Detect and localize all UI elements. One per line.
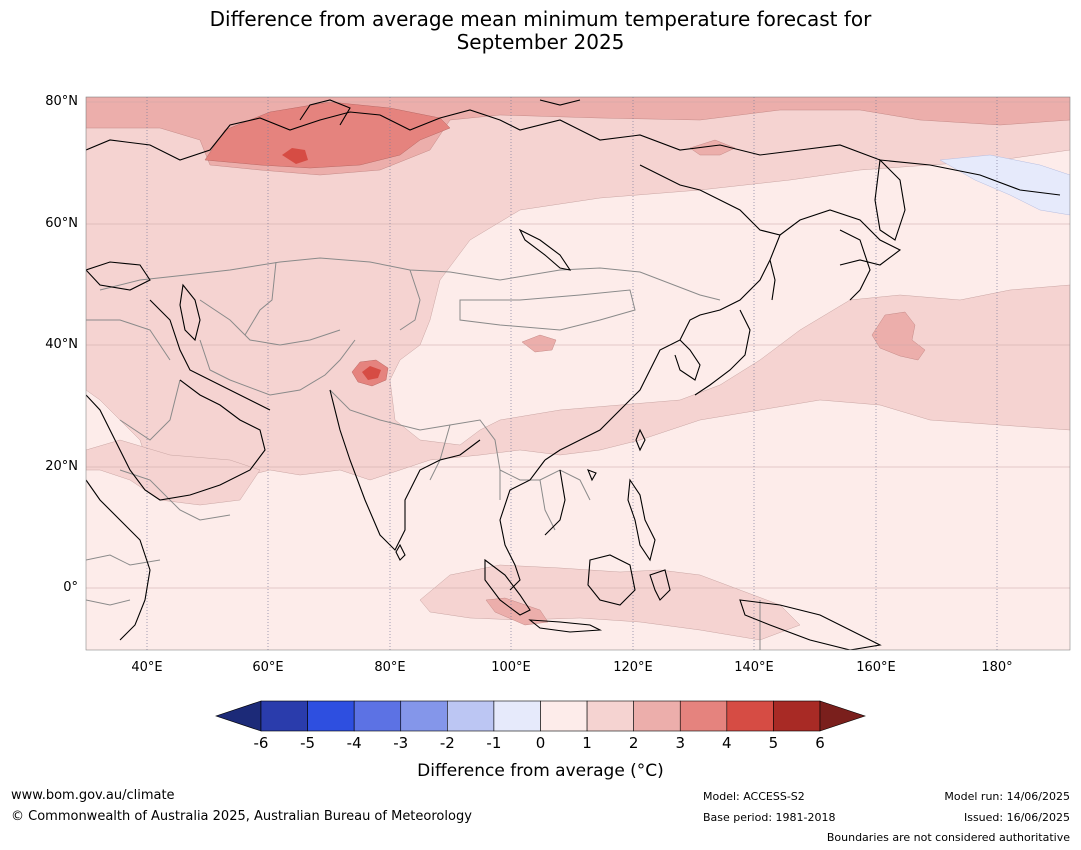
map-title: Difference from average mean minimum tem… — [0, 8, 1081, 54]
colorbar-tick-label: -2 — [439, 734, 455, 752]
colorbar-tick-label: 1 — [582, 734, 592, 752]
footer-issued: Issued: 16/06/2025 — [963, 811, 1070, 824]
anomaly-region-1-2-arabia — [86, 439, 261, 506]
colorbar-box — [773, 700, 821, 732]
colorbar-tick-label: 6 — [815, 734, 825, 752]
lat-label-80n: 80°N — [45, 94, 78, 109]
colorbar-tick-label: -1 — [486, 734, 502, 752]
colorbar-box — [447, 700, 495, 732]
colorbar-tick-label: 3 — [675, 734, 686, 752]
anomaly-region-2-3-okhotsk — [689, 139, 736, 156]
footer-disclaimer: Boundaries are not considered authoritat… — [826, 831, 1070, 844]
lon-label-180: 180° — [981, 660, 1013, 675]
colorbar-tick-label: -5 — [300, 734, 316, 752]
anomaly-map — [86, 97, 1070, 650]
lon-label-120e: 120°E — [613, 660, 653, 675]
map-frame — [85, 96, 1071, 651]
footer-base-period: Base period: 1981-2018 — [703, 811, 836, 824]
footer-copyright: © Commonwealth of Australia 2025, Austra… — [11, 809, 472, 824]
anomaly-region-4-5-siberia — [282, 148, 308, 164]
coastlines — [86, 99, 1061, 650]
colorbar-tick-label: -6 — [253, 734, 269, 752]
colorbar-box — [400, 700, 448, 732]
lon-label-80e: 80°E — [374, 660, 406, 675]
lat-label-20n: 20°N — [45, 459, 78, 474]
lat-label-60n: 60°N — [45, 216, 78, 231]
title-line-2: September 2025 — [456, 30, 625, 54]
colorbar-tick-label: 5 — [768, 734, 779, 752]
lon-label-100e: 100°E — [491, 660, 531, 675]
latitude-gridlines — [86, 101, 1070, 589]
footer-url[interactable]: www.bom.gov.au/climate — [11, 788, 175, 803]
colorbar-box — [493, 700, 541, 732]
colorbar-box — [540, 700, 588, 732]
colorbar-box — [353, 700, 402, 732]
colorbar-box — [586, 700, 634, 732]
lat-label-0: 0° — [63, 580, 78, 595]
colorbar-box — [260, 700, 308, 732]
colorbar-label: Difference from average (°C) — [417, 761, 664, 781]
colorbar-extend-high — [819, 700, 866, 732]
lat-label-40n: 40°N — [45, 337, 78, 352]
anomaly-region-2-3-indonesia — [485, 597, 549, 626]
lon-label-60e: 60°E — [252, 660, 284, 675]
lon-label-40e: 40°E — [131, 660, 163, 675]
colorbar-box — [726, 700, 774, 732]
longitude-gridlines — [146, 97, 998, 650]
colorbar-box — [679, 700, 728, 732]
colorbar — [215, 700, 866, 732]
anomaly-region-3-4-siberia — [204, 101, 451, 169]
footer-model-run: Model run: 14/06/2025 — [944, 790, 1070, 803]
colorbar-box — [307, 700, 355, 732]
footer-model: Model: ACCESS-S2 — [703, 790, 805, 803]
anomaly-region-minus-1-0 — [939, 154, 1070, 216]
anomaly-region-4-5-tibet — [362, 366, 381, 380]
colorbar-tick-label: 0 — [535, 734, 546, 752]
colorbar-tick-label: 4 — [722, 734, 732, 752]
colorbar-box — [633, 700, 681, 732]
colorbar-extend-low — [215, 700, 262, 732]
lon-label-160e: 160°E — [856, 660, 896, 675]
title-line-1: Difference from average mean minimum tem… — [209, 7, 872, 31]
lon-label-140e: 140°E — [734, 660, 774, 675]
colorbar-tick-label: -3 — [393, 734, 409, 752]
colorbar-tick-label: -4 — [346, 734, 362, 752]
colorbar-tick-label: 2 — [628, 734, 639, 752]
